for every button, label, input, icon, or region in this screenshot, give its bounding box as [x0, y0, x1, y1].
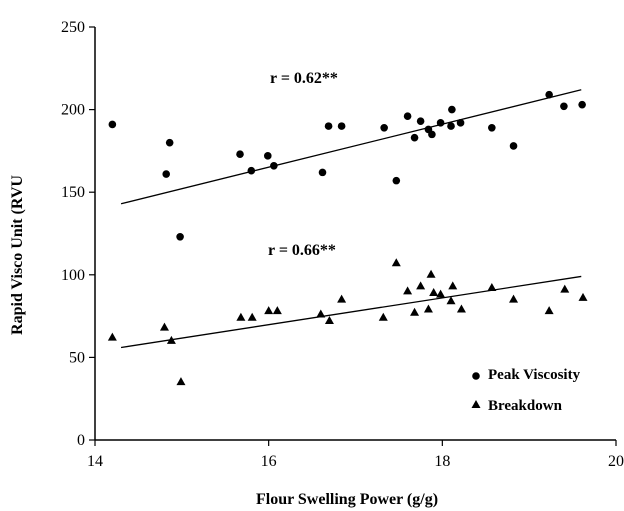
y-tick-label: 200 — [61, 102, 85, 119]
legend: Peak Viscosity Breakdown — [471, 367, 581, 414]
peak-viscosity-point — [509, 142, 518, 150]
y-ticks: 0 50 100 150 200 250 — [61, 19, 95, 449]
breakdown-point — [324, 316, 334, 325]
breakdown-point — [448, 281, 458, 290]
breakdown-point — [429, 287, 439, 296]
breakdown-correlation-label: r = 0.66** — [268, 242, 336, 259]
x-tick-label: 16 — [261, 453, 277, 470]
breakdown-point — [176, 377, 186, 386]
peak-viscosity-point — [176, 233, 184, 241]
y-tick-label: 250 — [61, 19, 85, 36]
trend-lines — [120, 89, 582, 349]
breakdown-point — [264, 306, 274, 315]
breakdown-point — [107, 332, 117, 341]
peak-viscosity-point — [447, 122, 455, 130]
peak-viscosity-point — [410, 133, 419, 142]
breakdown-point — [272, 306, 282, 315]
x-axis-title: Flour Swelling Power (g/g) — [256, 491, 438, 508]
breakdown-point — [487, 283, 497, 292]
x-tick-label: 14 — [87, 453, 103, 470]
y-tick-label: 150 — [61, 184, 85, 201]
breakdown-point — [166, 335, 176, 344]
peak-viscosity-point — [488, 123, 496, 132]
breakdown-point — [391, 258, 401, 267]
data-marks — [107, 90, 588, 386]
peak-viscosity-point — [545, 90, 553, 99]
legend-label-peak-viscosity: Peak Viscosity — [488, 367, 581, 383]
peak-viscosity-point — [165, 138, 174, 147]
peak-viscosity-point — [324, 122, 333, 130]
x-tick-label: 18 — [434, 453, 450, 470]
breakdown-point — [560, 284, 570, 293]
breakdown-point — [544, 306, 554, 315]
y-tick-label: 50 — [69, 349, 85, 366]
legend-label-breakdown: Breakdown — [488, 398, 563, 414]
legend-circle-marker — [472, 372, 480, 380]
legend-item-peak-viscosity: Peak Viscosity — [472, 367, 581, 383]
peak-viscosity-point — [162, 170, 171, 178]
breakdown-point — [337, 294, 347, 303]
breakdown-point — [423, 304, 433, 313]
peak-viscosity-point — [247, 166, 256, 175]
breakdown-point — [410, 307, 420, 316]
breakdown-point — [316, 309, 326, 318]
legend-triangle-marker — [471, 400, 481, 408]
peak-viscosity-point — [578, 100, 586, 109]
peak-viscosity-correlation-label: r = 0.62** — [270, 70, 338, 87]
peak-viscosity-point — [403, 112, 412, 121]
y-tick-label: 0 — [77, 432, 85, 449]
breakdown-point — [378, 312, 388, 321]
peak-viscosity-point — [318, 168, 327, 177]
peak-viscosity-point — [560, 102, 568, 111]
peak-viscosity-point — [263, 152, 272, 160]
breakdown-point — [159, 322, 169, 331]
peak-viscosity-point — [236, 150, 244, 159]
peak-viscosity-point — [456, 119, 465, 127]
breakdown-point — [436, 289, 446, 298]
breakdown-point — [416, 281, 426, 290]
x-tick-label: 20 — [608, 453, 624, 470]
legend-item-breakdown: Breakdown — [471, 398, 563, 414]
peak-viscosity-point — [428, 130, 436, 139]
x-ticks: 14 16 18 20 — [87, 440, 624, 470]
breakdown-point — [403, 286, 413, 295]
y-axis-title: Rapid Visco Unit (RVU — [9, 175, 26, 335]
axes — [94, 27, 616, 441]
breakdown-point — [247, 312, 257, 321]
breakdown-point — [578, 292, 588, 301]
breakdown-point — [509, 294, 519, 303]
peak-viscosity-point — [380, 123, 388, 132]
peak-viscosity-point — [436, 119, 445, 127]
y-tick-label: 100 — [61, 267, 85, 284]
breakdown-trend-line — [120, 275, 582, 349]
peak-viscosity-point — [108, 120, 117, 129]
breakdown-point — [456, 304, 466, 313]
peak-viscosity-point — [270, 161, 278, 170]
peak-viscosity-point — [416, 117, 425, 125]
peak-viscosity-point — [448, 105, 456, 114]
breakdown-point — [446, 296, 456, 305]
peak-viscosity-trend-line — [120, 89, 582, 205]
breakdown-point — [236, 312, 246, 321]
peak-viscosity-point — [337, 122, 346, 130]
peak-viscosity-point — [392, 176, 401, 185]
breakdown-point — [426, 269, 436, 278]
